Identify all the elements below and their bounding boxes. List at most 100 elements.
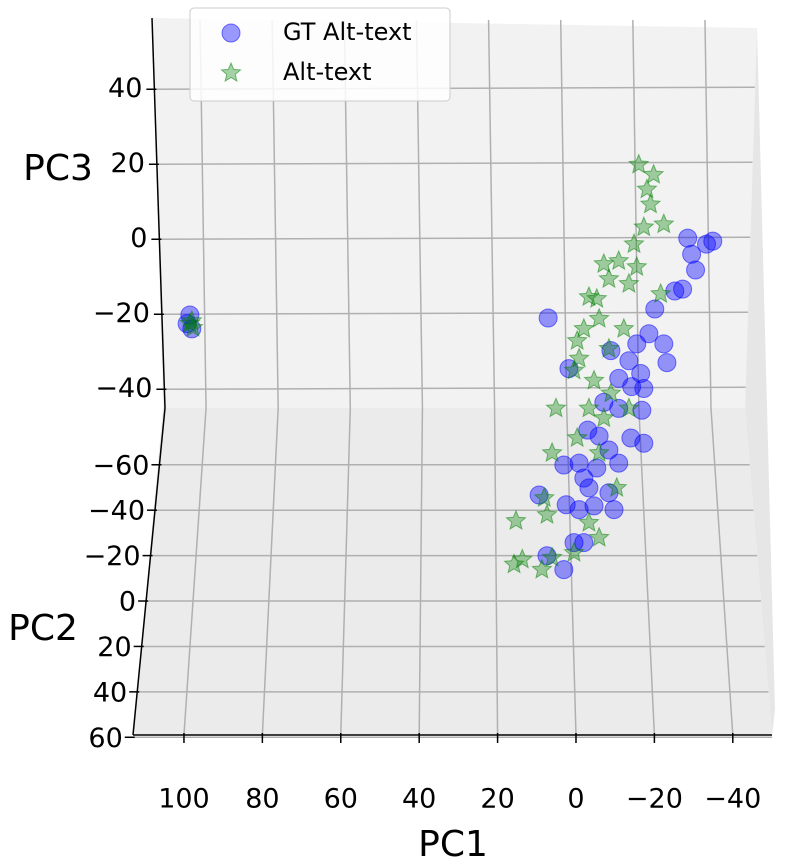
point xyxy=(682,244,702,264)
point xyxy=(609,398,629,418)
legend-label: GT Alt-text xyxy=(283,18,412,46)
point xyxy=(563,359,585,380)
grid-line xyxy=(559,19,577,736)
z-axis-label: PC3 xyxy=(23,148,93,189)
grid-line xyxy=(261,19,279,736)
point xyxy=(657,353,677,373)
point xyxy=(632,400,652,420)
legend-marker xyxy=(220,61,242,83)
point xyxy=(569,500,589,520)
point xyxy=(538,308,558,328)
point xyxy=(503,553,525,574)
points xyxy=(177,153,723,580)
x-tick-label: 100 xyxy=(158,784,210,815)
grid-line xyxy=(159,236,751,240)
point xyxy=(618,272,640,294)
point xyxy=(613,317,635,339)
x-tick-label: 0 xyxy=(567,784,584,815)
point xyxy=(593,406,615,428)
point xyxy=(609,453,629,473)
grid-line xyxy=(632,19,656,736)
legend: GT Alt-text Alt-text xyxy=(189,7,451,102)
grid xyxy=(132,19,773,739)
point xyxy=(505,509,527,531)
point xyxy=(631,364,651,383)
point xyxy=(649,282,672,304)
point xyxy=(566,426,588,448)
y-tick-label: 0 xyxy=(119,587,136,618)
y-tick-label: −60 xyxy=(92,450,149,481)
y-axis-line xyxy=(132,407,166,736)
point xyxy=(536,503,558,525)
z-tick-label: −40 xyxy=(95,373,152,404)
x-axis-label: PC1 xyxy=(418,824,488,865)
point xyxy=(588,441,610,463)
y-tick-label: 60 xyxy=(88,723,122,754)
point xyxy=(586,287,608,309)
point xyxy=(182,316,204,337)
point xyxy=(578,285,600,307)
grid-line xyxy=(161,311,748,315)
x-tick-label: 60 xyxy=(324,784,358,815)
grid-line xyxy=(183,19,207,736)
point xyxy=(556,495,576,515)
point xyxy=(673,279,693,299)
point xyxy=(531,558,553,579)
point xyxy=(621,428,641,448)
point xyxy=(563,541,585,562)
point xyxy=(574,533,594,553)
point xyxy=(654,334,674,354)
point xyxy=(623,232,645,254)
point xyxy=(569,453,589,473)
point xyxy=(607,249,630,271)
point xyxy=(578,397,600,418)
point xyxy=(686,260,706,280)
point xyxy=(589,426,609,446)
point xyxy=(545,397,567,418)
z-tick-label: 0 xyxy=(130,223,147,254)
z-tick-label: −20 xyxy=(93,298,150,329)
y-tick-label: −20 xyxy=(84,541,141,572)
grid-line xyxy=(340,19,352,736)
point xyxy=(598,337,620,358)
point xyxy=(618,397,640,418)
y-tick-label: −40 xyxy=(88,496,145,527)
point xyxy=(588,307,610,328)
y-tick-label: 40 xyxy=(93,677,127,708)
x-tick-label: 40 xyxy=(402,784,436,815)
grid-line xyxy=(415,19,424,736)
z-tick-label: 20 xyxy=(111,148,145,179)
grid-line xyxy=(164,386,746,390)
point xyxy=(554,560,574,580)
z-axis-line xyxy=(151,17,166,409)
point xyxy=(703,231,723,251)
side-pane xyxy=(745,28,775,735)
point xyxy=(179,312,201,333)
grid-line xyxy=(704,19,734,736)
point xyxy=(678,228,698,248)
point xyxy=(606,476,628,498)
legend-marker xyxy=(221,23,241,43)
legend-box xyxy=(189,7,451,102)
floor-pane xyxy=(133,408,772,735)
point xyxy=(554,455,574,475)
x-tick-label: −20 xyxy=(626,784,683,815)
point xyxy=(626,255,648,277)
point xyxy=(541,546,563,567)
point xyxy=(574,468,594,488)
point xyxy=(642,163,665,184)
point xyxy=(588,526,610,547)
point xyxy=(634,433,654,453)
point xyxy=(634,379,654,398)
point xyxy=(541,441,563,463)
point xyxy=(619,351,639,371)
point xyxy=(636,178,658,199)
point xyxy=(627,153,650,174)
point xyxy=(533,486,555,508)
point xyxy=(639,193,662,214)
grid-line xyxy=(156,161,753,165)
point xyxy=(593,252,615,274)
point xyxy=(633,215,655,237)
x-tick-label: 80 xyxy=(245,784,279,815)
x-tick-label: 20 xyxy=(480,784,514,815)
